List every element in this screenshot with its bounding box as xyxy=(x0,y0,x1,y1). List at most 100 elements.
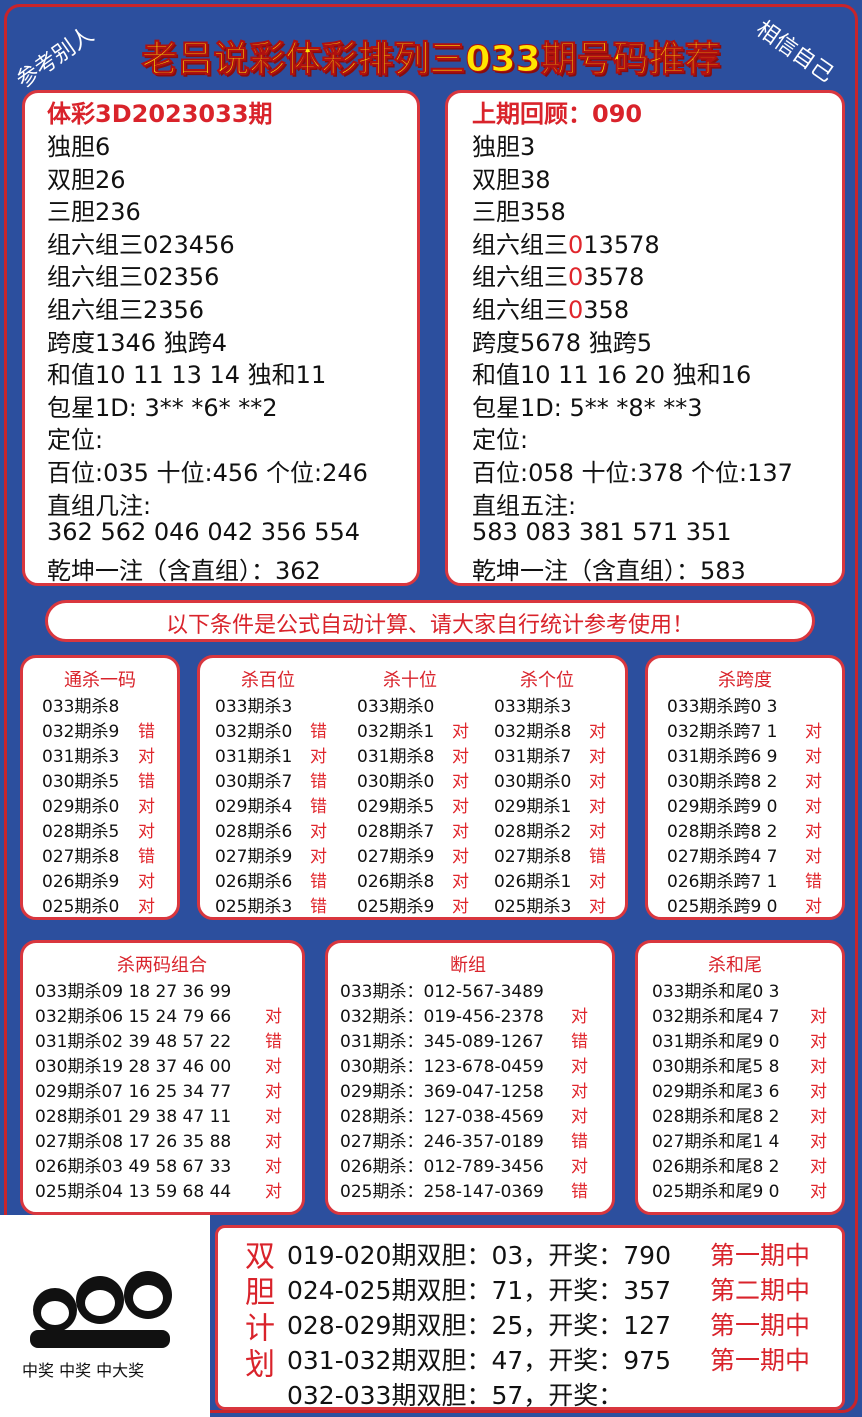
panel-line: 乾坤一注（含直组）：362 xyxy=(47,556,321,585)
row-result: 对 xyxy=(571,1157,588,1177)
row-text: 033期杀0 xyxy=(357,697,435,717)
row-text: 027期杀：246-357-0189 xyxy=(340,1132,544,1152)
row-text: 028期杀6 xyxy=(215,822,293,842)
panel-line: 和值10 11 13 14 独和11 xyxy=(47,361,327,390)
panel-title: 上期回顾：090 xyxy=(472,100,643,128)
line-part: 组六组三 xyxy=(472,296,568,324)
panda-icon xyxy=(30,1271,172,1348)
row-result: 对 xyxy=(571,1107,588,1127)
row-result: 错 xyxy=(805,872,822,892)
panel-line: 组六组三013578 xyxy=(472,225,660,260)
row-result: 对 xyxy=(138,822,155,842)
panel-line: 三胆236 xyxy=(47,198,141,227)
row-text: 027期杀08 17 26 35 88 xyxy=(35,1132,232,1152)
row-result: 对 xyxy=(138,897,155,917)
row-text: 033期杀8 xyxy=(42,697,120,717)
row-result: 错 xyxy=(265,1032,282,1052)
row-text: 028期杀：127-038-4569 xyxy=(340,1107,544,1127)
row-text: 033期杀和尾0 3 xyxy=(652,982,780,1002)
row-result: 对 xyxy=(805,772,822,792)
row-result: 对 xyxy=(589,872,606,892)
panel-line: 三胆358 xyxy=(472,198,566,227)
plan-draw: 357 xyxy=(623,1276,671,1305)
row-text: 026期杀6 xyxy=(215,872,293,892)
box-title: 杀百位 xyxy=(241,670,295,691)
line-part: 3578 xyxy=(583,263,645,292)
box xyxy=(197,655,628,920)
row-result: 错 xyxy=(138,722,155,742)
row-text: 029期杀4 xyxy=(215,797,293,817)
row-result: 对 xyxy=(265,1082,282,1102)
row-result: 对 xyxy=(452,822,469,842)
row-text: 025期杀3 xyxy=(494,897,572,917)
plan-panel xyxy=(215,1225,845,1410)
row-result: 对 xyxy=(805,797,822,817)
row-result: 对 xyxy=(810,1057,827,1077)
row-text: 032期杀：019-456-2378 xyxy=(340,1007,544,1027)
row-text: 025期杀9 xyxy=(357,897,435,917)
box-title: 杀和尾 xyxy=(708,955,762,976)
row-text: 027期杀和尾1 4 xyxy=(652,1132,780,1152)
row-text: 032期杀和尾4 7 xyxy=(652,1007,780,1027)
row-result: 错 xyxy=(310,872,327,892)
row-text: 031期杀1 xyxy=(215,747,293,767)
panel-line: 362 562 046 042 356 554 xyxy=(47,518,360,547)
row-text: 030期杀跨8 2 xyxy=(667,772,778,792)
row-text: 031期杀8 xyxy=(357,747,435,767)
row-text: 030期杀和尾5 8 xyxy=(652,1057,780,1077)
review-panel xyxy=(445,90,845,586)
panel-line: 583 083 381 571 351 xyxy=(472,518,732,547)
row-text: 028期杀跨8 2 xyxy=(667,822,778,842)
panel-line: 独胆6 xyxy=(47,133,111,161)
row-result: 对 xyxy=(805,847,822,867)
plan-row: 024-025期双胆：71，开奖：357 xyxy=(287,1271,671,1307)
row-text: 030期杀7 xyxy=(215,772,293,792)
row-text: 030期杀5 xyxy=(42,772,120,792)
row-text: 031期杀3 xyxy=(42,747,120,767)
row-text: 028期杀和尾8 2 xyxy=(652,1107,780,1127)
row-result: 对 xyxy=(810,1157,827,1177)
row-text: 027期杀9 xyxy=(215,847,293,867)
row-text: 028期杀7 xyxy=(357,822,435,842)
box xyxy=(645,655,845,920)
row-text: 032期杀跨7 1 xyxy=(667,722,778,742)
row-result: 对 xyxy=(589,897,606,917)
row-text: 027期杀8 xyxy=(494,847,572,867)
row-result: 错 xyxy=(310,897,327,917)
row-text: 033期杀：012-567-3489 xyxy=(340,982,544,1002)
title: 老吕说彩体彩排列三033期号码推荐 xyxy=(141,39,721,81)
row-result: 对 xyxy=(452,872,469,892)
row-text: 028期杀01 29 38 47 11 xyxy=(35,1107,232,1127)
plan-row: 031-032期双胆：47，开奖：975 xyxy=(287,1341,671,1377)
row-result: 对 xyxy=(571,1007,588,1027)
row-text: 032期杀8 xyxy=(494,722,572,742)
row-result: 错 xyxy=(138,772,155,792)
row-text: 025期杀跨9 0 xyxy=(667,897,778,917)
row-result: 对 xyxy=(265,1057,282,1077)
row-result: 对 xyxy=(138,747,155,767)
row-result: 对 xyxy=(589,747,606,767)
row-result: 对 xyxy=(265,1107,282,1127)
row-result: 对 xyxy=(571,1057,588,1077)
row-text: 027期杀8 xyxy=(42,847,120,867)
row-text: 033期杀09 18 27 36 99 xyxy=(35,982,232,1002)
row-text: 028期杀2 xyxy=(494,822,572,842)
row-text: 025期杀：258-147-0369 xyxy=(340,1182,544,1202)
row-text: 027期杀跨4 7 xyxy=(667,847,778,867)
row-result: 错 xyxy=(589,847,606,867)
row-result: 对 xyxy=(805,747,822,767)
row-text: 026期杀：012-789-3456 xyxy=(340,1157,544,1177)
panel-line: 和值10 11 16 20 独和16 xyxy=(472,361,752,390)
plan-text: 032-033期双胆：57，开奖： xyxy=(287,1381,624,1410)
panel-line: 直组几注: xyxy=(47,491,152,520)
plan-row: 019-020期双胆：03，开奖：790 xyxy=(287,1236,671,1272)
row-text: 025期杀0 xyxy=(42,897,120,917)
panel-line: 包星1D: 3** *6* **2 xyxy=(47,393,278,422)
row-text: 030期杀0 xyxy=(494,772,572,792)
row-text: 029期杀5 xyxy=(357,797,435,817)
line-part: 组六组三 xyxy=(472,263,568,292)
panel-line: 直组五注: xyxy=(472,491,577,520)
box-title: 杀十位 xyxy=(383,670,437,691)
row-text: 029期杀和尾3 6 xyxy=(652,1082,780,1102)
row-text: 032期杀9 xyxy=(42,722,120,742)
